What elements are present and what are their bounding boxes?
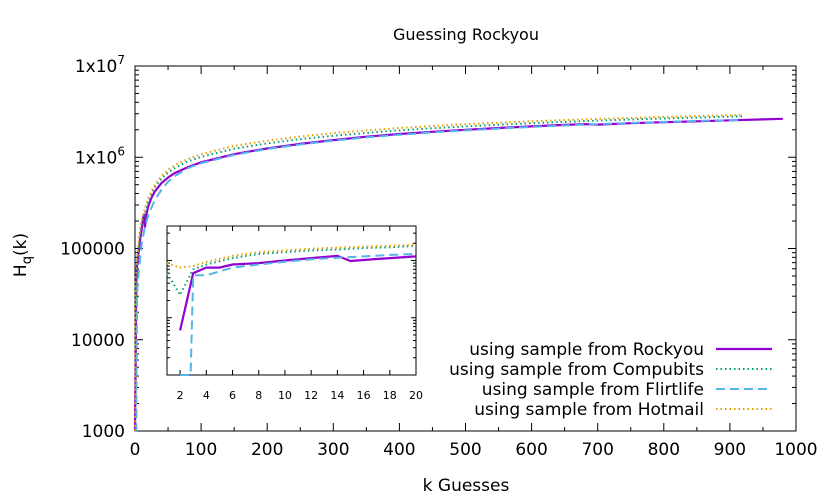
y-tick-label: 1x106: [75, 144, 125, 168]
legend-label-2: using sample from Compubits: [449, 360, 704, 380]
inset-x-tick-label: 10: [278, 389, 292, 402]
y-tick-label: 100000: [60, 240, 125, 260]
inset-plot: 2 4 6 8 10 12 14 16 18 20: [166, 225, 423, 402]
inset-series-line-4: [166, 243, 417, 269]
y-axis-label-suffix: (k): [11, 233, 31, 256]
x-tick-label: 700: [581, 440, 613, 460]
inset-x-tick-label: 14: [330, 389, 344, 402]
legend-label-1: using sample from Rockyou: [469, 340, 704, 360]
inset-x-tick-label: 16: [357, 389, 371, 402]
inset-x-tick-label: 18: [383, 389, 397, 402]
inset-x-tick-label: 2: [177, 389, 184, 402]
x-tick-label: 600: [515, 440, 547, 460]
legend-label-4: using sample from Hotmail: [474, 400, 704, 420]
series-line-3: [135, 118, 744, 432]
chart-title: Guessing Rockyou: [393, 25, 539, 44]
y-tick-label: 1000: [82, 422, 125, 442]
inset-x-tick-label: 4: [203, 389, 210, 402]
inset-x-tick-label: 8: [255, 389, 262, 402]
axis-ticks: 0 100 200 300 400 500 600 700 800 900 1000 1000 1000…: [60, 53, 818, 460]
inset-x-tick-label: 20: [409, 389, 423, 402]
x-tick-label: 0: [130, 440, 141, 460]
x-tick-label: 900: [714, 440, 746, 460]
series-group: [133, 113, 783, 432]
y-tick-label: 10000: [71, 331, 125, 351]
y-axis-label-sub: q: [20, 256, 35, 264]
inset-x-tick-label: 12: [304, 389, 318, 402]
inset-series-line-3: [180, 253, 417, 376]
x-tick-label: 400: [383, 440, 415, 460]
x-tick-label: 200: [251, 440, 283, 460]
inset-x-tick-label: 6: [229, 389, 236, 402]
x-axis-label: k Guesses: [423, 476, 510, 496]
series-line-2: [134, 115, 744, 432]
x-tick-label: 1000: [774, 440, 817, 460]
x-tick-label: 800: [648, 440, 680, 460]
y-axis-label: Hq(k): [11, 233, 35, 277]
x-tick-label: 100: [185, 440, 217, 460]
legend-label-3: using sample from Flirtlife: [482, 380, 704, 400]
series-line-4: [134, 113, 744, 432]
inset-series-line-1: [179, 254, 417, 331]
y-axis-label-main: H: [11, 264, 31, 277]
x-tick-label: 500: [449, 440, 481, 460]
inset-border: [166, 225, 417, 376]
x-tick-label: 300: [317, 440, 349, 460]
y-tick-label: 1x107: [75, 53, 125, 77]
